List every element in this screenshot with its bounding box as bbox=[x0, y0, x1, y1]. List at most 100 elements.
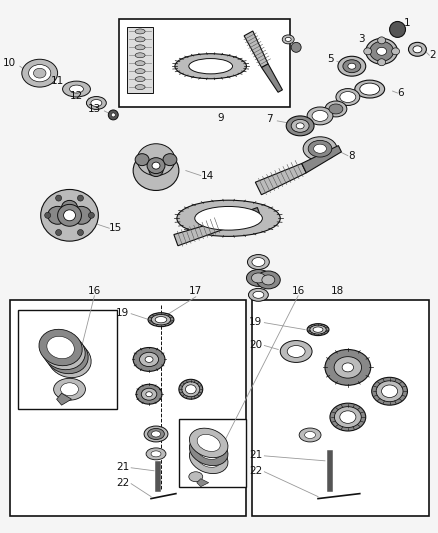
Ellipse shape bbox=[335, 407, 361, 427]
Ellipse shape bbox=[299, 428, 321, 442]
Ellipse shape bbox=[307, 107, 333, 125]
Ellipse shape bbox=[314, 144, 326, 154]
Ellipse shape bbox=[248, 288, 268, 301]
Ellipse shape bbox=[144, 426, 168, 442]
Ellipse shape bbox=[146, 392, 152, 397]
Ellipse shape bbox=[86, 96, 106, 109]
Ellipse shape bbox=[53, 378, 85, 400]
Text: 5: 5 bbox=[327, 54, 334, 64]
Circle shape bbox=[291, 42, 301, 52]
Ellipse shape bbox=[370, 42, 394, 61]
Ellipse shape bbox=[145, 357, 153, 362]
Ellipse shape bbox=[303, 137, 337, 160]
Ellipse shape bbox=[135, 77, 145, 82]
Text: 16: 16 bbox=[88, 286, 101, 296]
Ellipse shape bbox=[312, 110, 328, 122]
Ellipse shape bbox=[45, 337, 88, 374]
Circle shape bbox=[78, 230, 84, 236]
Text: 9: 9 bbox=[217, 113, 224, 123]
Ellipse shape bbox=[308, 140, 332, 157]
Ellipse shape bbox=[296, 123, 304, 129]
Text: 10: 10 bbox=[3, 58, 16, 68]
Ellipse shape bbox=[286, 116, 314, 136]
Text: 3: 3 bbox=[358, 34, 365, 44]
Text: 14: 14 bbox=[201, 171, 214, 181]
Ellipse shape bbox=[152, 162, 160, 169]
Ellipse shape bbox=[197, 434, 220, 451]
Bar bbox=[10, 300, 247, 516]
Ellipse shape bbox=[50, 341, 78, 362]
Ellipse shape bbox=[135, 53, 145, 58]
Ellipse shape bbox=[148, 429, 164, 440]
Ellipse shape bbox=[334, 357, 361, 378]
Ellipse shape bbox=[175, 54, 247, 79]
Ellipse shape bbox=[135, 85, 145, 90]
Ellipse shape bbox=[413, 46, 422, 53]
Ellipse shape bbox=[155, 317, 167, 323]
Text: 12: 12 bbox=[70, 91, 84, 101]
Ellipse shape bbox=[253, 292, 264, 298]
Polygon shape bbox=[197, 479, 208, 487]
Text: 8: 8 bbox=[348, 151, 354, 160]
Ellipse shape bbox=[148, 313, 174, 327]
Circle shape bbox=[45, 212, 51, 219]
Ellipse shape bbox=[58, 204, 81, 226]
Ellipse shape bbox=[135, 29, 145, 34]
Ellipse shape bbox=[70, 85, 84, 93]
Ellipse shape bbox=[285, 37, 291, 42]
Ellipse shape bbox=[47, 336, 74, 359]
Ellipse shape bbox=[360, 83, 380, 95]
Ellipse shape bbox=[53, 344, 80, 367]
Ellipse shape bbox=[376, 381, 403, 402]
Ellipse shape bbox=[247, 270, 270, 286]
Ellipse shape bbox=[133, 151, 179, 190]
Ellipse shape bbox=[366, 38, 398, 64]
Ellipse shape bbox=[340, 411, 356, 423]
Ellipse shape bbox=[22, 59, 58, 87]
Ellipse shape bbox=[280, 341, 312, 362]
Polygon shape bbox=[261, 64, 283, 92]
Text: 21: 21 bbox=[116, 462, 129, 472]
Ellipse shape bbox=[340, 92, 356, 102]
Ellipse shape bbox=[336, 88, 360, 106]
Ellipse shape bbox=[364, 48, 372, 55]
Ellipse shape bbox=[342, 363, 353, 372]
Ellipse shape bbox=[185, 385, 196, 394]
Ellipse shape bbox=[381, 385, 398, 398]
Text: 1: 1 bbox=[403, 19, 410, 28]
Bar bbox=[252, 300, 429, 516]
Ellipse shape bbox=[355, 80, 385, 98]
Ellipse shape bbox=[348, 63, 356, 69]
Ellipse shape bbox=[137, 144, 175, 175]
Ellipse shape bbox=[177, 200, 280, 236]
Ellipse shape bbox=[247, 255, 269, 270]
Ellipse shape bbox=[329, 104, 343, 114]
Ellipse shape bbox=[41, 189, 99, 241]
Circle shape bbox=[88, 212, 94, 219]
Text: 18: 18 bbox=[331, 286, 345, 296]
Ellipse shape bbox=[392, 48, 399, 55]
Ellipse shape bbox=[64, 210, 75, 221]
Ellipse shape bbox=[252, 257, 265, 266]
Ellipse shape bbox=[146, 448, 166, 460]
Ellipse shape bbox=[91, 100, 102, 107]
Ellipse shape bbox=[409, 42, 426, 56]
Text: 16: 16 bbox=[292, 286, 305, 296]
Bar bbox=[18, 310, 117, 409]
Polygon shape bbox=[255, 164, 306, 195]
Text: 6: 6 bbox=[398, 88, 404, 98]
Ellipse shape bbox=[163, 154, 177, 166]
Ellipse shape bbox=[325, 101, 347, 117]
Text: 2: 2 bbox=[429, 50, 436, 60]
Circle shape bbox=[111, 113, 115, 117]
Ellipse shape bbox=[151, 314, 171, 325]
Ellipse shape bbox=[133, 348, 165, 372]
Ellipse shape bbox=[135, 154, 149, 166]
Text: 19: 19 bbox=[249, 317, 262, 327]
Ellipse shape bbox=[140, 352, 159, 367]
Ellipse shape bbox=[195, 206, 262, 230]
Ellipse shape bbox=[141, 388, 157, 400]
Ellipse shape bbox=[256, 271, 280, 289]
Text: 7: 7 bbox=[266, 114, 272, 124]
Text: 19: 19 bbox=[116, 308, 129, 318]
